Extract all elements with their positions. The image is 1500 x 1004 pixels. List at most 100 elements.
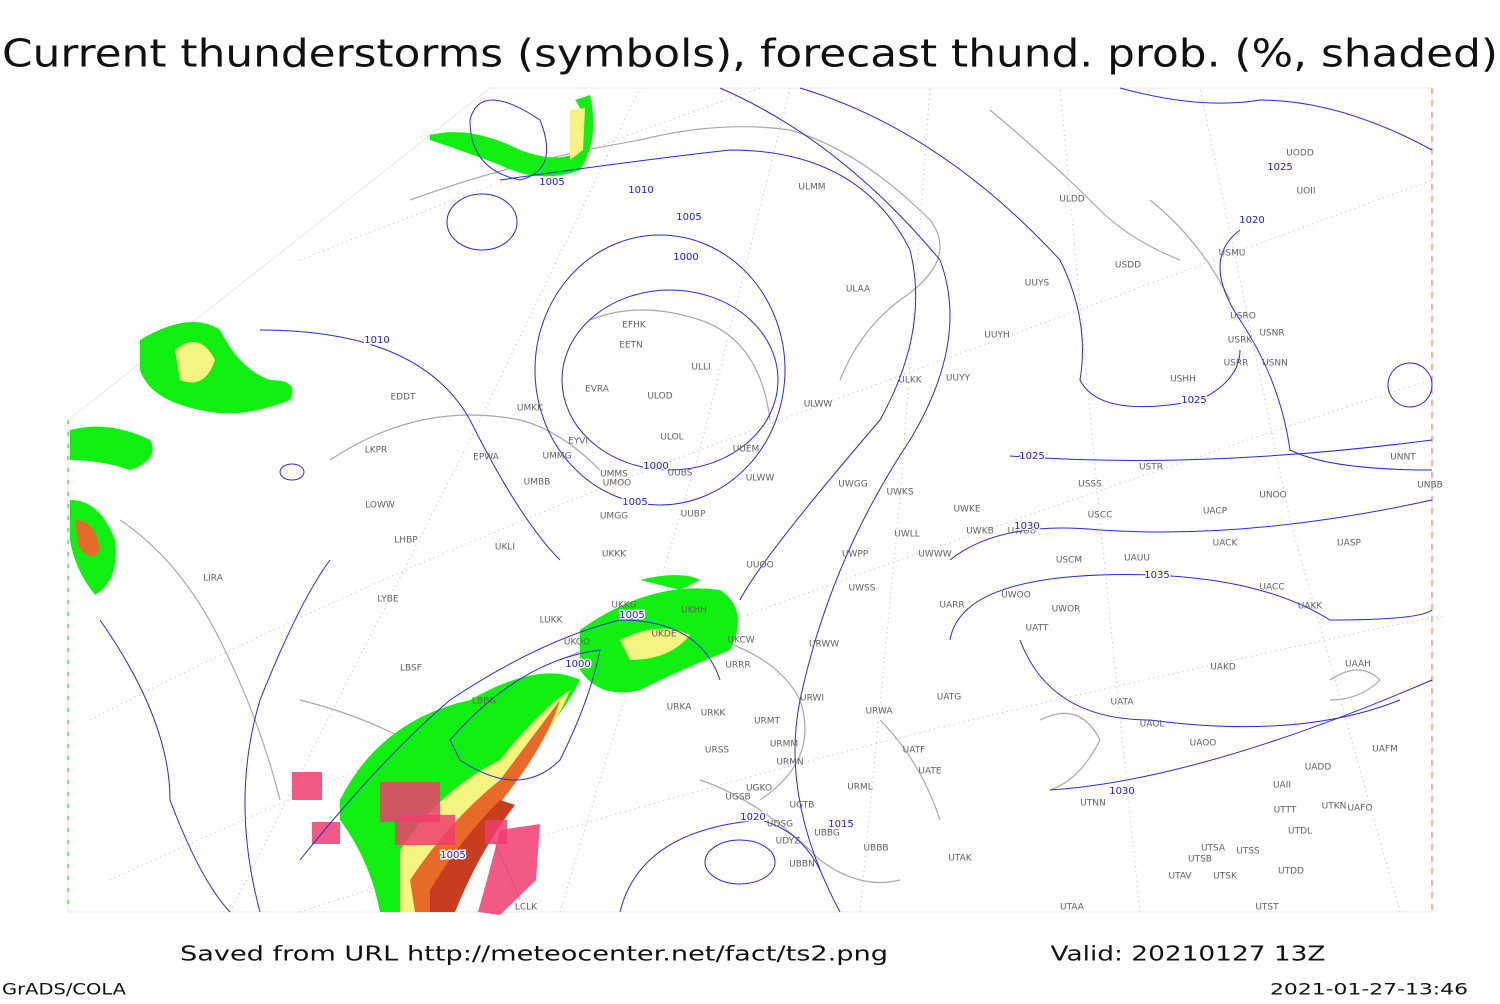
station-label: UATA (1110, 698, 1134, 708)
station-label: UGTB (790, 801, 815, 811)
isobar-label: 1005 (619, 610, 644, 621)
station-label: LUKK (540, 616, 564, 626)
station-label: URMN (776, 758, 803, 768)
station-label: UBBG (814, 829, 840, 839)
station-label: ULAA (846, 285, 871, 295)
station-label: USHH (1170, 375, 1196, 385)
station-label: UTAV (1168, 872, 1192, 882)
station-label: UBBN (789, 860, 815, 870)
station-label: UWOO (1001, 591, 1031, 601)
station-label: UATE (918, 767, 942, 777)
station-label: UTSK (1213, 872, 1238, 882)
isobar-label: 1000 (565, 659, 590, 670)
station-label: UAOO (1190, 739, 1217, 749)
station-label: USCC (1088, 511, 1113, 521)
station-label: UBBB (863, 844, 888, 854)
station-label: UAKK (1298, 602, 1324, 612)
station-label: UMMG (542, 452, 571, 462)
station-label: UTKN (1322, 802, 1347, 812)
station-label: UKOO (564, 638, 590, 648)
station-label: UWOR (1052, 605, 1081, 615)
station-label: UUYH (984, 331, 1009, 341)
station-label: UNOO (1259, 491, 1287, 501)
station-label: UAOL (1140, 720, 1165, 730)
isobar-label: 1030 (1109, 786, 1134, 797)
station-label: ULDD (1059, 195, 1085, 205)
graticule (89, 87, 1443, 913)
isobar-label: 1025 (1181, 395, 1206, 406)
station-label: USRK (1228, 336, 1254, 346)
station-label: UAII (1273, 781, 1291, 791)
station-label: URWW (809, 640, 839, 650)
station-label: UMBB (524, 478, 551, 488)
station-label: UTTT (1274, 806, 1297, 816)
station-label: UTSS (1236, 847, 1260, 857)
station-label: USNR (1259, 329, 1284, 339)
station-label: ULLI (691, 363, 710, 373)
station-label: UAAH (1345, 660, 1371, 670)
station-label: URML (847, 783, 873, 793)
station-label: USMU (1219, 249, 1246, 259)
station-label: UUBP (681, 510, 706, 520)
isobar-label: 1030 (1014, 521, 1039, 532)
isobar-label: 1020 (1239, 215, 1264, 226)
station-label: UUBS (668, 469, 693, 479)
station-label: UUYY (946, 374, 971, 384)
station-label: UMOO (603, 479, 632, 489)
station-label: UKHH (681, 606, 707, 616)
station-label: USTR (1139, 463, 1163, 473)
station-label: UMKK (517, 404, 544, 414)
station-label: UGSB (725, 793, 750, 803)
station-label: LIRA (203, 574, 224, 584)
station-label: USSS (1078, 480, 1102, 490)
isobar-label: 1035 (1144, 570, 1169, 581)
station-label: UASP (1337, 539, 1361, 549)
station-label: UTST (1255, 903, 1279, 913)
station-label: UADD (1305, 763, 1332, 773)
station-label: ULMM (798, 183, 825, 193)
station-label: UATF (903, 746, 926, 756)
station-label: UTDL (1288, 827, 1312, 837)
station-label: UWLL (894, 530, 920, 540)
station-label: UKCW (727, 636, 754, 646)
station-label: LHBP (394, 536, 418, 546)
station-label: ULWW (746, 474, 775, 484)
station-label: EFHK (622, 321, 647, 331)
station-label: EVRA (585, 385, 610, 395)
isobar-label: 1025 (1019, 451, 1044, 462)
station-label: URWA (865, 707, 893, 717)
station-label: URSS (705, 746, 730, 756)
station-label: USRR (1224, 359, 1249, 369)
isobar-label: 1005 (539, 177, 564, 188)
station-label: UTSA (1201, 844, 1226, 854)
station-label: UGKO (746, 784, 772, 794)
station-label: ULOD (647, 392, 672, 402)
station-label: UUOO (746, 561, 773, 571)
isobar-label: 1005 (676, 212, 701, 223)
station-label: URRR (725, 661, 750, 671)
isobar-label: 1005 (440, 850, 465, 861)
probability-shading (70, 95, 738, 912)
coastlines (119, 109, 1381, 901)
isobar-label: 1020 (740, 812, 765, 823)
station-labels: UODD UOII ULDD USDD USMU USRO USRK USNR USRR USNN… (203, 149, 1443, 913)
isobars (99, 87, 1433, 913)
isobar-label: 1005 (622, 497, 647, 508)
valid-time: Valid: 20210127 13Z (1051, 942, 1326, 966)
map-title: Current thunderstorms (symbols), forecas… (2, 32, 1498, 76)
isobar-label: 1015 (828, 819, 853, 830)
station-label: URKA (667, 703, 693, 713)
station-label: UWKS (886, 488, 913, 498)
station-label: UUYS (1025, 279, 1050, 289)
station-label: LBSF (400, 664, 422, 674)
isobar-label: 1000 (673, 252, 698, 263)
station-label: UMMS (600, 470, 628, 480)
station-label: LCLK (515, 903, 538, 913)
station-label: UWKB (966, 527, 994, 537)
station-label: USRO (1230, 312, 1256, 322)
station-label: ULWW (804, 400, 833, 410)
station-label: UDSG (767, 820, 793, 830)
station-label: UAKD (1210, 663, 1236, 673)
station-label: EYVI (568, 437, 588, 447)
